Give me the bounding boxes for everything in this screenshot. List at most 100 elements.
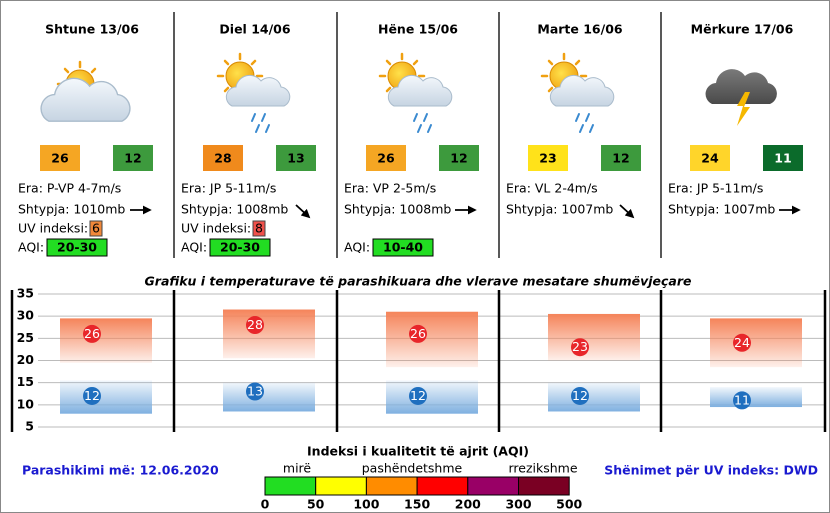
point-label: 26 [410,326,426,341]
range-band [386,380,478,414]
y-tick-label: 15 [17,374,34,389]
point-label: 11 [734,392,750,407]
wind: Era: P-VP 4-7m/s [18,181,121,196]
temp-point [733,333,751,352]
y-tick-label: 35 [17,286,34,301]
range-band [386,311,478,368]
min-temp-box [113,145,153,171]
aqi-category-label: pashëndetshme [362,461,463,476]
range-band [60,380,152,414]
aqi-segment [365,476,418,496]
temp-point [246,382,264,401]
point-label: 12 [84,388,100,403]
temp-point [733,391,751,410]
min-temp-box [276,145,316,171]
aqi-segment [416,476,469,496]
max-temp-box [690,145,730,171]
pressure: Shtypja: 1007mb [506,202,613,217]
pressure: Shtypja: 1010mb [18,202,125,217]
pressure: Shtypja: 1008mb [344,202,451,217]
range-band [710,318,802,368]
forecast-date: Parashikimi më: 12.06.2020 [22,463,219,478]
max-temp: 26 [377,151,395,166]
day-title: Diel 14/06 [219,22,290,37]
point-label: 12 [410,388,426,403]
range-band [60,318,152,363]
max-temp-box [40,145,80,171]
y-tick-label: 10 [17,396,35,411]
point-label: 24 [734,335,750,350]
aqi-tick-label: 150 [404,497,430,512]
icon-rain [216,52,291,133]
point-label: 23 [572,339,588,354]
range-band [548,313,640,361]
wind: Era: JP 5-11m/s [181,181,276,196]
min-temp-box [763,145,803,171]
y-tick-label: 20 [17,352,35,367]
max-temp-box [203,145,243,171]
y-tick-label: 25 [17,330,34,345]
temp-point [571,338,589,357]
y-tick-label: 5 [25,419,34,434]
max-temp-box [366,145,406,171]
uv-box [89,220,103,237]
aqi-segment [518,476,570,496]
temp-point [571,386,589,405]
aqi-label: AQI: [18,240,44,255]
aqi-label: AQI: [344,240,370,255]
uv-box [252,220,266,237]
point-label: 13 [247,384,263,399]
range-band [223,382,315,412]
range-band [223,309,315,359]
aqi-value: 10-40 [383,240,423,255]
uv-value: 6 [92,221,100,236]
aqi-legend-title: Indeksi i kualitetit të ajrit (AQI) [307,444,529,459]
uv-label: UV indeksi: [181,221,251,236]
temp-point [246,316,264,335]
aqi-value: 20-30 [57,240,97,255]
range-band [548,382,640,412]
day-title: Hëne 15/06 [378,22,458,37]
aqi-tick-label: 200 [455,497,481,512]
day-title: Shtune 13/06 [45,22,139,37]
column-dividers [173,12,662,258]
aqi-tick-label: 0 [261,497,270,512]
aqi-category-label: mirë [283,461,312,476]
min-temp: 11 [774,151,791,166]
aqi-tick-label: 300 [505,497,531,512]
min-temp: 13 [287,151,304,166]
day-title: Marte 16/06 [537,22,623,37]
aqi-box [46,238,108,257]
aqi-segment [315,476,367,496]
aqi-tick-label: 500 [556,497,582,512]
aqi-segment [264,476,317,496]
max-temp-box [528,145,568,171]
icon-rain [540,52,615,133]
wind: Era: VL 2-4m/s [506,181,598,196]
temp-point [409,386,427,405]
min-temp-box [439,145,479,171]
temp-point [83,324,101,343]
aqi-box [372,238,434,257]
icon-rain [378,52,453,133]
max-temp: 26 [51,151,69,166]
point-label: 12 [572,388,588,403]
pressure-arrows [130,204,801,219]
max-temp: 24 [701,151,719,166]
pressure: Shtypja: 1007mb [668,202,775,217]
uv-note: Shënimet për UV indeks: DWD [604,463,818,478]
max-temp: 28 [214,151,231,166]
aqi-label: AQI: [181,240,207,255]
point-label: 26 [84,326,100,341]
range-band [710,387,802,408]
min-temp: 12 [612,151,629,166]
temp-point [83,386,101,405]
aqi-segment [467,476,519,496]
wind: Era: VP 2-5m/s [344,181,436,196]
point-label: 28 [247,317,263,332]
day-title: Mërkure 17/06 [691,22,794,37]
aqi-category-label: rrezikshme [508,461,577,476]
